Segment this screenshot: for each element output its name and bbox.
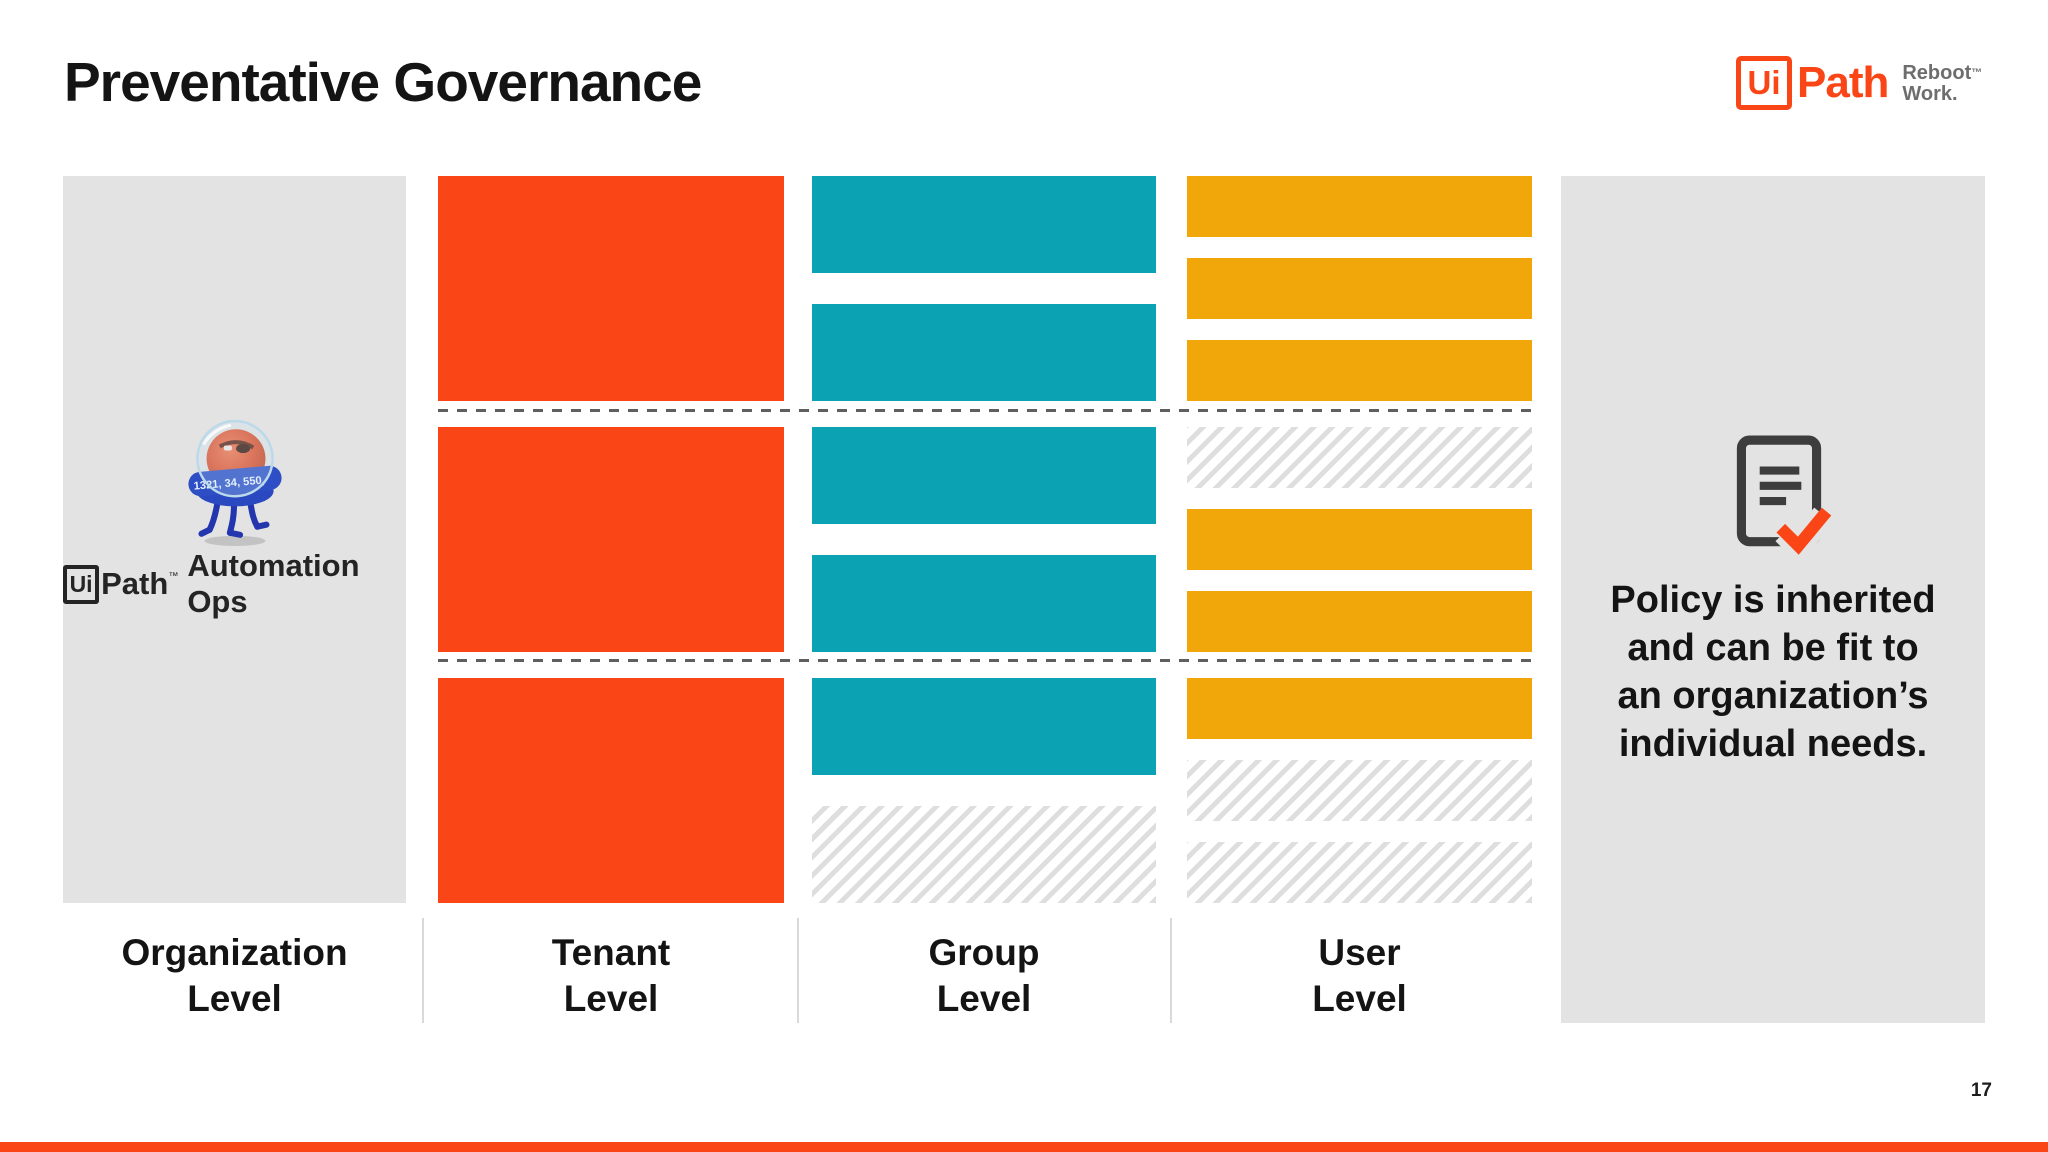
automation-ops-logo: Ui Path ™ Automation Ops (63, 548, 406, 620)
uipath-ui-mark: Ui (1736, 56, 1792, 110)
automation-ops-trademark: ™ (168, 570, 179, 582)
group-row-2 (812, 427, 1156, 652)
mascot-brow (218, 440, 255, 450)
user-level-column (1187, 176, 1532, 903)
label-divider (422, 918, 424, 1023)
organization-level-panel: 1321, 34, 550, Ui Path ™ Automation Ops (63, 176, 406, 903)
policy-callout-text: Policy is inherited and can be fit to an… (1610, 579, 1936, 765)
tenant-level-label: Tenant Level (551, 932, 671, 1019)
page-number: 17 (1970, 1080, 1992, 1101)
tenant-solid-block (438, 176, 784, 401)
organization-level-label: Organization Level (121, 932, 348, 1019)
tagline-line2: Work. (1902, 83, 1958, 105)
user-row-3 (1187, 678, 1532, 903)
tenant-level-column (438, 176, 784, 903)
policy-callout-panel: Policy is inherited and can be fit to an… (1561, 176, 1985, 1023)
tenant-row-1 (438, 176, 784, 401)
group-level-label: Group Level (928, 932, 1040, 1019)
group-level-column (812, 176, 1156, 903)
group-solid-block (812, 304, 1156, 401)
group-solid-block (812, 176, 1156, 273)
tenant-row-2 (438, 427, 784, 652)
footer-accent-bar (0, 1142, 2048, 1152)
uipath-tagline: Reboot™ Work. (1902, 63, 1982, 105)
user-row-1 (1187, 176, 1532, 401)
user-hatched-block (1187, 427, 1532, 488)
mascot-dome (196, 419, 274, 498)
user-solid-block (1187, 340, 1532, 401)
user-row-2 (1187, 427, 1532, 652)
mascot-shadow (204, 535, 266, 546)
user-solid-block (1187, 591, 1532, 652)
automation-ops-name: Automation Ops (187, 548, 360, 619)
user-solid-block (1187, 258, 1532, 319)
mascot-eye (236, 443, 251, 454)
uipath-logo: Ui Path Reboot™ Work. (1736, 56, 1982, 110)
automation-ops-ui-mark: Ui (63, 564, 100, 604)
uipath-path-mark: Path (1797, 58, 1889, 107)
group-row-1 (812, 176, 1156, 401)
inheritance-dashed-line-2 (438, 659, 1532, 662)
group-solid-block (812, 555, 1156, 652)
label-divider (1170, 918, 1172, 1023)
tenant-solid-block (438, 678, 784, 903)
tenant-solid-block (438, 427, 784, 652)
user-solid-block (1187, 509, 1532, 570)
document-text-lines (1759, 466, 1802, 506)
user-solid-block (1187, 678, 1532, 739)
checkmark-icon (1776, 507, 1832, 555)
user-solid-block (1187, 176, 1532, 237)
mascot-glint (223, 445, 232, 451)
group-hatched-block (812, 806, 1156, 903)
policy-document-check-icon (1736, 435, 1834, 564)
group-solid-block (812, 678, 1156, 775)
label-divider (797, 918, 799, 1023)
uipath-robot-mascot: 1321, 34, 550, (188, 419, 282, 546)
tenant-row-3 (438, 678, 784, 903)
user-level-label: User Level (1312, 932, 1407, 1019)
user-hatched-block (1187, 760, 1532, 821)
group-row-3 (812, 678, 1156, 903)
tagline-line1: Reboot (1902, 62, 1972, 84)
inheritance-dashed-line-1 (438, 409, 1532, 412)
page-title: Preventative Governance (64, 51, 702, 113)
trademark-mark: ™ (1971, 67, 1983, 79)
mascot-dome-highlight (202, 423, 232, 446)
user-hatched-block (1187, 842, 1532, 903)
group-solid-block (812, 427, 1156, 524)
automation-ops-path-mark: Path (101, 566, 169, 601)
